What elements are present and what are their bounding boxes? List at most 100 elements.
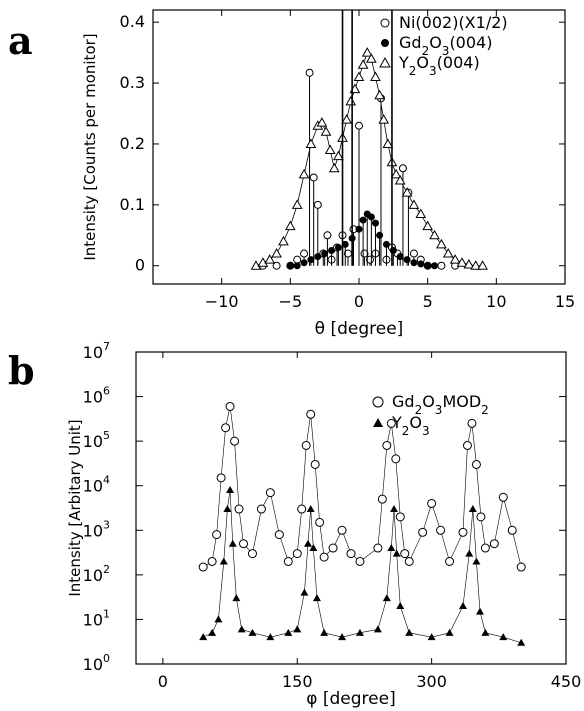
- chart-b-point: [373, 625, 382, 633]
- chart-a-point: [293, 255, 302, 264]
- chart-a-point: [286, 262, 294, 270]
- chart-b-point: [390, 505, 398, 513]
- chart-b-point: [208, 628, 217, 636]
- chart-a-point: [355, 225, 363, 233]
- chart-b-point: [338, 633, 347, 641]
- chart-b-point: [517, 638, 526, 646]
- chart-b-point: [216, 473, 226, 483]
- chart-a-point: [378, 114, 390, 124]
- chart-a-xtick-label: −5: [279, 292, 303, 311]
- chart-b-point: [214, 615, 223, 623]
- chart-b-point: [516, 562, 526, 572]
- chart-b-point: [237, 625, 246, 633]
- chart-b-point: [198, 562, 208, 572]
- chart-a-point: [284, 220, 296, 231]
- chart-a-series-line: [255, 51, 483, 267]
- chart-b-ytick-label: 100: [83, 652, 110, 674]
- chart-b-xtick-label: 300: [416, 672, 447, 691]
- chart-b-series-line: [203, 489, 522, 644]
- chart-b-ytick-label: 101: [83, 607, 110, 629]
- chart-a-point: [396, 253, 404, 261]
- chart-a-point: [398, 164, 407, 173]
- chart-b-point: [418, 527, 428, 537]
- chart-a-point: [278, 235, 289, 246]
- chart-a-point: [353, 71, 365, 81]
- chart-a-point: [300, 259, 308, 267]
- chart-a-point: [394, 174, 406, 185]
- chart-b-point: [306, 505, 315, 513]
- chart-b-point: [476, 607, 484, 615]
- chart-a-point: [382, 138, 394, 148]
- chart-a-point: [321, 250, 329, 258]
- panel-label-b: b: [8, 348, 35, 393]
- chart-a-point: [291, 199, 303, 209]
- chart-b-point: [465, 549, 474, 557]
- chart-b-point: [396, 602, 405, 610]
- chart-b-plot: [198, 401, 526, 646]
- chart-a-plot: [250, 10, 488, 270]
- chart-a-point: [470, 260, 482, 270]
- chart-b-xtick-label: 150: [282, 672, 313, 691]
- chart-b-point: [284, 628, 293, 636]
- chart-a-point: [390, 168, 402, 179]
- chart-b-point: [405, 628, 414, 636]
- chart-a-point: [341, 114, 352, 124]
- chart-a-point: [449, 254, 461, 264]
- chart-a-point: [436, 238, 447, 249]
- chart-a-point: [417, 260, 425, 268]
- chart-a-point: [371, 219, 379, 227]
- chart-a-point: [370, 71, 381, 81]
- panel-label-a: a: [8, 18, 33, 63]
- chart-a-point: [456, 257, 468, 267]
- chart-a-point: [341, 240, 349, 248]
- chart-a-legend-marker: [380, 18, 390, 28]
- chart-b-point: [300, 588, 309, 596]
- chart-a-xlabel: θ [degree]: [315, 319, 404, 339]
- chart-a-point: [328, 162, 340, 173]
- chart-b-point: [256, 504, 266, 514]
- chart-a-point: [305, 138, 317, 148]
- chart-a-point: [366, 53, 377, 63]
- chart-b-point: [221, 423, 231, 433]
- chart-a-point: [424, 262, 432, 270]
- chart-b-point: [462, 440, 472, 450]
- chart-b-point: [373, 543, 383, 553]
- chart-a-point: [316, 117, 328, 127]
- chart-a-xtick-label: 15: [555, 292, 575, 311]
- chart-a-point: [429, 229, 440, 240]
- chart-a-point: [437, 261, 446, 270]
- chart-b-point: [320, 628, 329, 636]
- chart-b-point: [223, 505, 232, 513]
- chart-b-point: [400, 549, 410, 559]
- chart-b-point: [386, 418, 396, 428]
- chart-b-point: [467, 418, 477, 428]
- chart-b-point: [382, 594, 391, 602]
- chart-b-point: [387, 544, 396, 552]
- chart-b-ytick-label: 104: [83, 474, 110, 496]
- chart-a-xtick-label: 5: [423, 292, 433, 311]
- chart-a-ylabel: Intensity [Counts per monitor]: [81, 33, 99, 260]
- chart-b-xlabel: φ [degree]: [306, 689, 395, 709]
- chart-b-point: [297, 504, 307, 514]
- chart-a-ytick-label: 0: [135, 256, 145, 275]
- chart-a-point: [389, 247, 397, 255]
- chart-a-point: [323, 231, 332, 240]
- chart-b-point: [226, 486, 235, 494]
- chart-b-point: [219, 557, 228, 565]
- chart-b-point: [212, 530, 222, 540]
- chart-a-legend-label: Ni(002)(X1/2): [399, 13, 508, 32]
- chart-a-point: [382, 240, 390, 248]
- chart-a-point: [410, 259, 418, 267]
- chart-b-point: [310, 459, 320, 469]
- chart-a-point: [408, 199, 420, 209]
- chart-a-point: [320, 126, 332, 136]
- chart-b-ytick-label: 105: [83, 429, 110, 451]
- chart-b-point: [382, 440, 392, 450]
- chart-b-point: [377, 494, 387, 504]
- chart-b-point: [480, 543, 490, 553]
- chart-b-point: [232, 594, 241, 602]
- chart-a-point: [415, 208, 427, 218]
- chart-b-point: [230, 436, 240, 446]
- chart-a-point: [313, 200, 322, 209]
- chart-a-point: [250, 260, 262, 270]
